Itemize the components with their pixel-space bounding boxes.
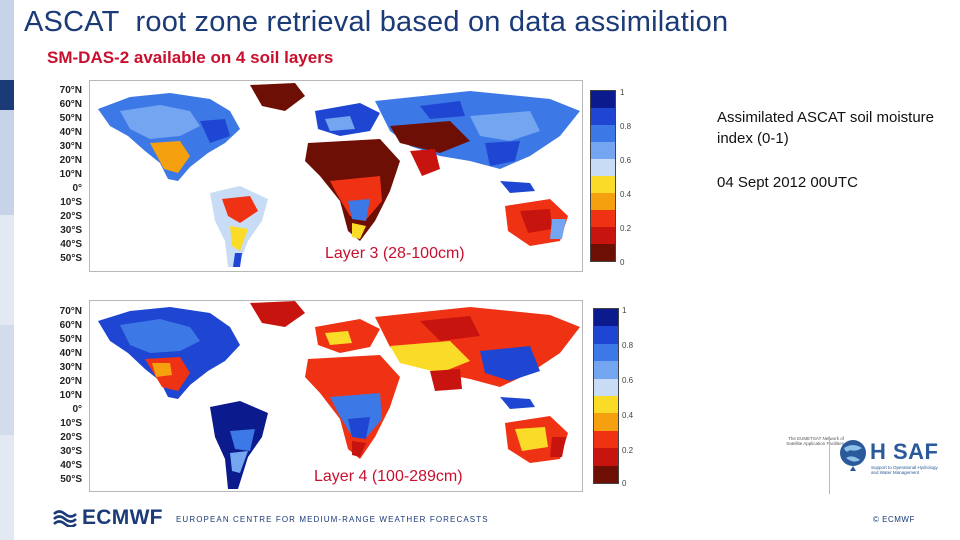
colorbar-tick: 0 (622, 479, 627, 488)
lat-label: 30°S (60, 225, 82, 236)
lat-label: 10°N (59, 390, 82, 401)
slide-subtitle: SM-DAS-2 available on 4 soil layers (47, 48, 334, 67)
lat-label: 70°N (59, 85, 82, 96)
lat-label: 50°S (60, 474, 82, 485)
legend-title: Assimilated ASCAT soil moisture index (0… (717, 109, 935, 147)
lat-label: 60°N (59, 320, 82, 331)
eumetsat-logo-text: The EUMETSAT Network of Satellite Applic… (786, 436, 844, 446)
side-accent-bar (0, 0, 14, 540)
colorbar-tick: 0.2 (620, 224, 632, 233)
hsaf-logo: The EUMETSAT Network of Satellite Applic… (768, 432, 948, 494)
layer-3-label: Layer 3 (28-100cm) (322, 245, 468, 263)
ecmwf-wordmark: ECMWF (82, 506, 163, 529)
lat-label: 50°N (59, 334, 82, 345)
lat-label: 30°N (59, 141, 82, 152)
colorbar-tick: 0.4 (620, 190, 632, 199)
lat-label: 40°S (60, 460, 82, 471)
ecmwf-wave-icon (53, 510, 77, 527)
colorbar-tick: 0.2 (622, 446, 634, 455)
slide-title: ASCAT root zone retrieval based on data … (24, 6, 729, 38)
legend-date: 04 Sept 2012 00UTC (717, 174, 858, 191)
lat-label: 20°S (60, 211, 82, 222)
lat-label: 0° (72, 404, 82, 415)
logo-divider (829, 436, 830, 494)
lat-label: 20°N (59, 376, 82, 387)
latitude-labels: 70°N 60°N 50°N 40°N 30°N 20°N 10°N 0° 10… (42, 85, 82, 270)
colorbar-tick: 0.8 (622, 341, 634, 350)
latitude-labels: 70°N 60°N 50°N 40°N 30°N 20°N 10°N 0° 10… (42, 306, 82, 491)
lat-label: 50°N (59, 113, 82, 124)
lat-label: 30°S (60, 446, 82, 457)
colorbar-tick: 0 (620, 258, 625, 267)
hsaf-wordmark: H SAF (870, 439, 939, 464)
hsaf-globe-icon (840, 440, 866, 471)
footer-copyright: © ECMWF (873, 515, 915, 524)
lat-label: 70°N (59, 306, 82, 317)
lat-label: 40°N (59, 127, 82, 138)
colorbar-tick: 0.6 (622, 376, 634, 385)
lat-label: 50°S (60, 253, 82, 264)
colorbar-tick: 1 (622, 306, 627, 315)
colorbar-tick: 0.8 (620, 122, 632, 131)
colorbar-layer-3 (590, 90, 616, 262)
lat-label: 10°S (60, 418, 82, 429)
soil-moisture-map-layer-4 (89, 300, 583, 492)
lat-label: 10°S (60, 197, 82, 208)
lat-label: 40°S (60, 239, 82, 250)
colorbar-tick: 1 (620, 88, 625, 97)
footer-org-name: EUROPEAN CENTRE FOR MEDIUM-RANGE WEATHER… (176, 515, 489, 524)
hsaf-subtitle: Support to Operational Hydrology and Wat… (871, 465, 938, 475)
lat-label: 0° (72, 183, 82, 194)
lat-label: 40°N (59, 348, 82, 359)
layer-4-label: Layer 4 (100-289cm) (311, 468, 466, 486)
lat-label: 60°N (59, 99, 82, 110)
lat-label: 20°N (59, 155, 82, 166)
colorbar-layer-4 (593, 308, 619, 484)
lat-label: 10°N (59, 169, 82, 180)
colorbar-tick: 0.4 (622, 411, 634, 420)
ecmwf-logo: ECMWF (52, 505, 163, 531)
soil-moisture-map-layer-3 (89, 80, 583, 272)
lat-label: 30°N (59, 362, 82, 373)
lat-label: 20°S (60, 432, 82, 443)
colorbar-tick: 0.6 (620, 156, 632, 165)
